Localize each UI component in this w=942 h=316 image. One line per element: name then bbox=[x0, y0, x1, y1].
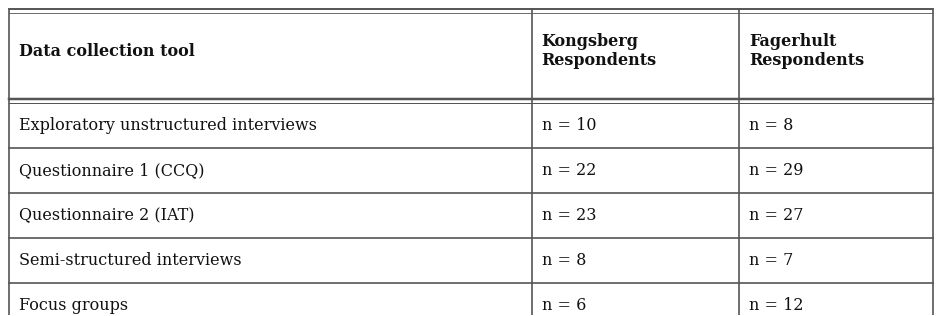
Text: Exploratory unstructured interviews: Exploratory unstructured interviews bbox=[19, 117, 317, 134]
Text: n = 29: n = 29 bbox=[749, 162, 804, 179]
Text: Fagerhult
Respondents: Fagerhult Respondents bbox=[749, 33, 864, 70]
Text: Semi-structured interviews: Semi-structured interviews bbox=[19, 252, 241, 269]
Text: Data collection tool: Data collection tool bbox=[19, 43, 195, 60]
Text: n = 27: n = 27 bbox=[749, 207, 804, 224]
Text: n = 23: n = 23 bbox=[542, 207, 596, 224]
Text: n = 12: n = 12 bbox=[749, 297, 804, 314]
Text: n = 22: n = 22 bbox=[542, 162, 596, 179]
Text: Questionnaire 2 (IAT): Questionnaire 2 (IAT) bbox=[19, 207, 194, 224]
Text: n = 6: n = 6 bbox=[542, 297, 586, 314]
Text: n = 8: n = 8 bbox=[749, 117, 793, 134]
Text: n = 7: n = 7 bbox=[749, 252, 793, 269]
Text: Focus groups: Focus groups bbox=[19, 297, 128, 314]
Text: Questionnaire 1 (CCQ): Questionnaire 1 (CCQ) bbox=[19, 162, 204, 179]
Text: Kongsberg
Respondents: Kongsberg Respondents bbox=[542, 33, 657, 70]
Text: n = 8: n = 8 bbox=[542, 252, 586, 269]
Text: n = 10: n = 10 bbox=[542, 117, 596, 134]
